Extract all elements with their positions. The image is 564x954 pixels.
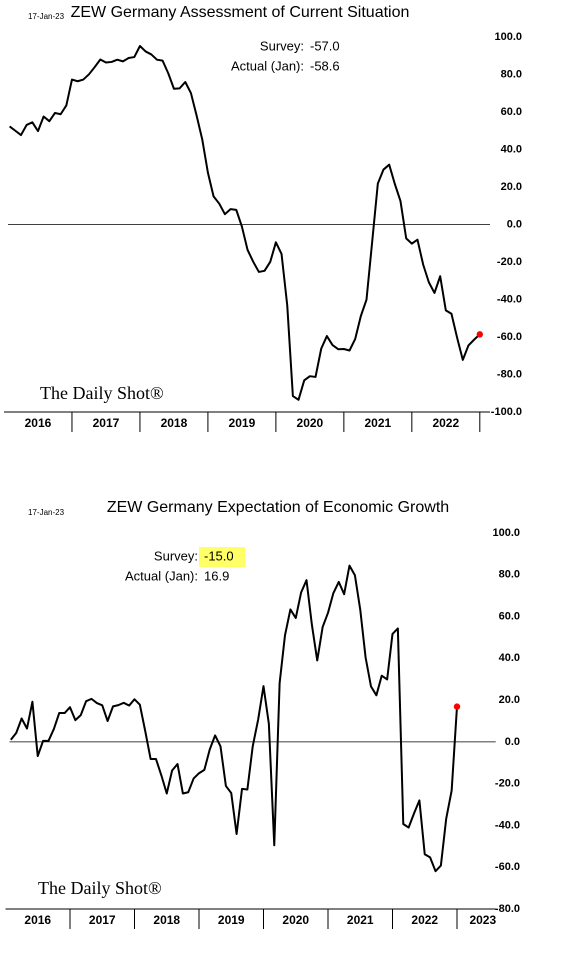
x-tick-label: 2016	[25, 416, 52, 430]
x-tick-label: 2019	[218, 913, 245, 927]
y-tick-label: -60.0	[497, 331, 522, 343]
x-tick-label: 2020	[297, 416, 324, 430]
y-tick-label: 40.0	[499, 652, 520, 664]
annotation-value: -58.6	[310, 58, 340, 73]
y-tick-label: 100.0	[494, 31, 522, 43]
x-tick-label: 2017	[89, 913, 116, 927]
y-tick-label: 20.0	[499, 694, 520, 706]
highlight	[199, 547, 245, 567]
line	[9, 45, 481, 401]
annotation-label: Actual (Jan):	[231, 58, 304, 73]
y-tick-label: 80.0	[501, 68, 522, 80]
x-tick-label: 2019	[229, 416, 256, 430]
y-tick-label: -60.0	[495, 861, 520, 873]
annotation-value: -15.0	[204, 548, 234, 563]
y-tick-label: 60.0	[499, 610, 520, 622]
y-tick-label: 40.0	[501, 143, 522, 155]
x-tick-label: 2016	[24, 913, 51, 927]
y-tick-label: -80.0	[497, 368, 522, 380]
annotation-value: 16.9	[204, 568, 229, 583]
line	[10, 564, 458, 873]
x-tick-label: 2023	[469, 913, 496, 927]
x-tick-label: 2018	[161, 416, 188, 430]
annotation-label: Survey:	[260, 38, 304, 53]
y-tick-label: 100.0	[492, 527, 520, 539]
y-tick-label: 20.0	[501, 181, 522, 193]
date: 17-Jan-23	[28, 12, 65, 21]
chart-title: ZEW Germany Expectation of Economic Grow…	[107, 499, 449, 516]
y-tick-label: -80.0	[495, 903, 520, 915]
x-tick-label: 2020	[282, 913, 309, 927]
y-tick-label: 60.0	[501, 106, 522, 118]
x-tick-label: 2017	[93, 416, 120, 430]
annotation-label: Actual (Jan):	[125, 568, 198, 583]
chart: ZEW Germany Expectation of Economic Grow…	[5, 499, 520, 929]
x-tick-label: 2018	[153, 913, 180, 927]
source-logo: The Daily Shot®	[40, 383, 164, 403]
last-point	[476, 331, 484, 338]
y-tick-label: -40.0	[495, 819, 520, 831]
chart-title: ZEW Germany Assessment of Current Situat…	[71, 4, 410, 21]
y-tick-label: -100.0	[491, 406, 522, 418]
last-point	[453, 703, 461, 710]
y-tick-label: 0.0	[505, 736, 520, 748]
y-tick-label: -20.0	[495, 778, 520, 790]
y-tick-label: -40.0	[497, 293, 522, 305]
annotation-label: Survey:	[154, 548, 198, 563]
x-tick-label: 2021	[364, 416, 391, 430]
x-tick-label: 2021	[347, 913, 374, 927]
y-tick-label: 80.0	[499, 569, 520, 581]
date: 17-Jan-23	[28, 508, 65, 517]
source-logo: The Daily Shot®	[38, 878, 162, 898]
annotation-value: -57.0	[310, 38, 340, 53]
x-tick-label: 2022	[432, 416, 459, 430]
y-tick-label: -20.0	[497, 256, 522, 268]
x-tick-label: 2022	[411, 913, 438, 927]
y-tick-label: 0.0	[507, 218, 522, 230]
chart: ZEW Germany Assessment of Current Situat…	[4, 4, 522, 432]
